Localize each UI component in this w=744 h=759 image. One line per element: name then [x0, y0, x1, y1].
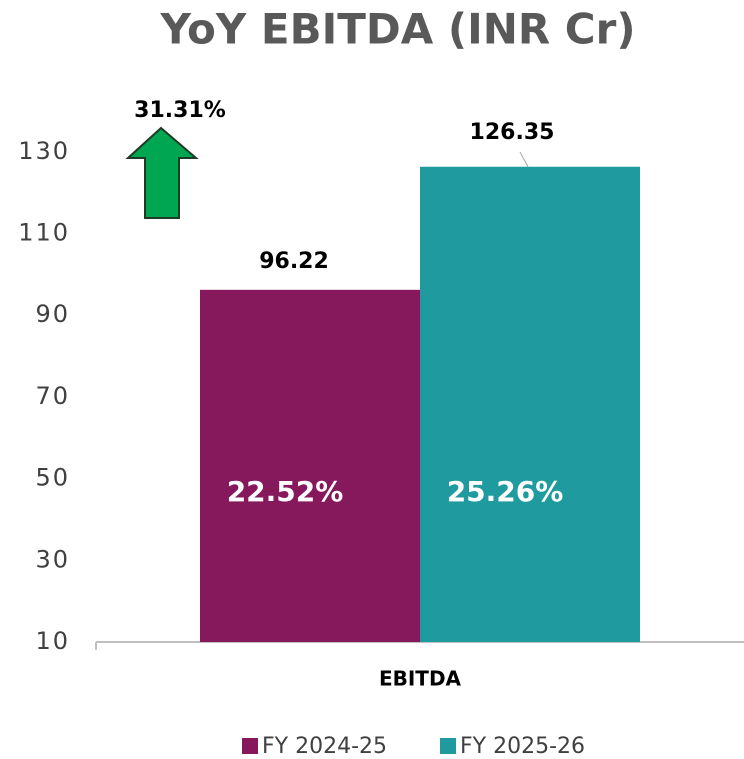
y-tick-label: 90: [35, 300, 70, 328]
label-leader: [519, 151, 529, 167]
growth-arrow: [125, 126, 199, 219]
y-tick-label: 110: [18, 219, 70, 247]
legend-swatch: [242, 738, 258, 754]
inner-label: 25.26%: [447, 475, 564, 508]
y-tick-label: 30: [35, 545, 70, 573]
x-tick-label: EBITDA: [379, 667, 462, 691]
chart-title: YoY EBITDA (INR Cr): [159, 5, 635, 54]
bar: [420, 166, 640, 642]
data-label: 96.22: [259, 249, 329, 274]
bar: [200, 289, 420, 642]
inner-label: 22.52%: [227, 475, 344, 508]
legend-label: FY 2025-26: [460, 734, 585, 759]
legend-label: FY 2024-25: [262, 734, 387, 759]
y-tick-label: 70: [35, 382, 70, 410]
y-tick-label: 10: [35, 627, 70, 655]
y-tick-label: 50: [35, 464, 70, 492]
data-label: 126.35: [470, 120, 555, 145]
y-tick-label: 130: [18, 137, 70, 165]
growth-label: 31.31%: [134, 98, 226, 123]
legend-swatch: [440, 738, 456, 754]
